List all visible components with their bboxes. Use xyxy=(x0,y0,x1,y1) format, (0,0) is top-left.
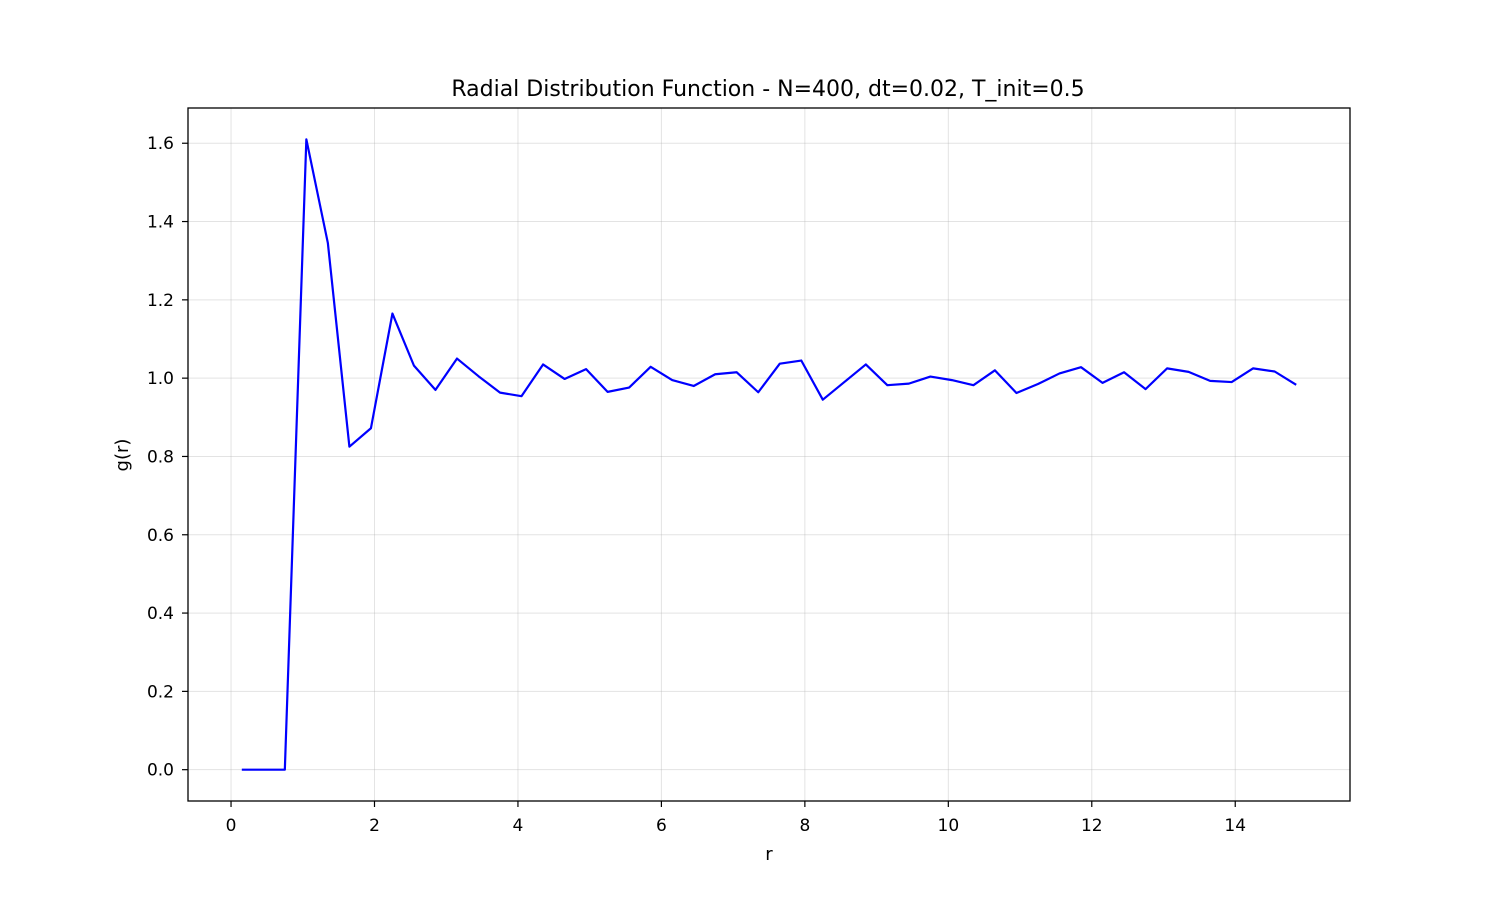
y-tick-label: 0.4 xyxy=(147,604,174,624)
grid xyxy=(188,108,1350,801)
series-line xyxy=(241,138,1297,771)
x-tick-label: 8 xyxy=(799,816,810,836)
x-axis-ticks: 0 2 4 6 8 10 12 14 xyxy=(226,801,1246,836)
y-axis-ticks: 0.0 0.2 0.4 0.6 0.8 1.0 1.2 1.4 1.6 xyxy=(147,134,188,781)
y-tick-label: 1.4 xyxy=(147,213,174,233)
x-tick-label: 6 xyxy=(656,816,667,836)
chart-title: Radial Distribution Function - N=400, dt… xyxy=(451,77,1084,102)
y-tick-label: 0.2 xyxy=(147,682,174,702)
x-tick-label: 14 xyxy=(1224,816,1246,836)
x-tick-label: 12 xyxy=(1081,816,1103,836)
y-axis-label: g(r) xyxy=(112,439,133,472)
y-tick-label: 1.0 xyxy=(147,369,174,389)
x-tick-label: 2 xyxy=(369,816,380,836)
y-tick-label: 0.6 xyxy=(147,526,174,546)
x-tick-label: 4 xyxy=(513,816,524,836)
x-tick-label: 10 xyxy=(938,816,960,836)
x-axis-label: r xyxy=(765,844,773,865)
y-tick-label: 0.0 xyxy=(147,761,174,781)
plot-frame xyxy=(187,107,1351,802)
y-tick-label: 1.2 xyxy=(147,291,174,311)
x-tick-label: 0 xyxy=(226,816,237,836)
y-tick-label: 0.8 xyxy=(147,447,174,467)
y-tick-label: 1.6 xyxy=(147,134,174,154)
